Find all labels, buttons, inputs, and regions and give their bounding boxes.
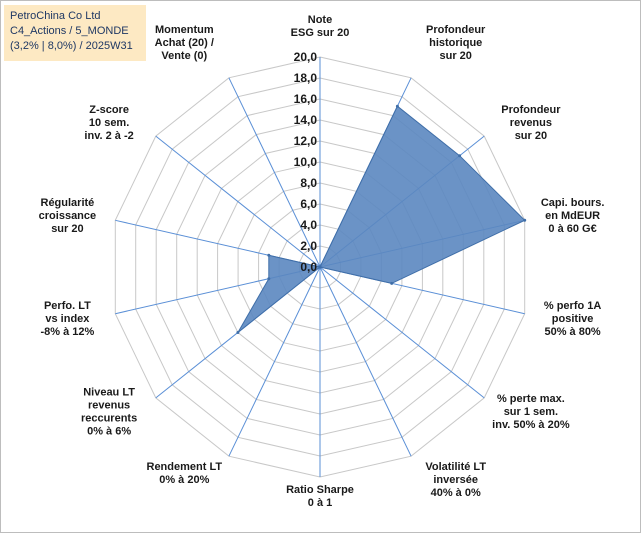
axis-category-line: Profondeur bbox=[501, 104, 561, 116]
axis-category-label: Perfo. LT vs index -8% à 12% bbox=[40, 300, 94, 338]
data-series-area bbox=[237, 105, 526, 333]
data-point bbox=[390, 281, 394, 285]
radial-tick-label: 18,0 bbox=[294, 71, 318, 85]
axis-category-line: sur 20 bbox=[439, 50, 471, 62]
axis-category-label: Momentum Achat (20) / Vente (0) bbox=[155, 24, 214, 62]
axis-category-line: Achat (20) / bbox=[155, 37, 214, 49]
axis-category-line: vs index bbox=[45, 313, 90, 325]
data-point bbox=[395, 104, 399, 108]
axis-category-line: 40% à 0% bbox=[431, 487, 481, 499]
axis-category-line: 0% à 6% bbox=[87, 426, 131, 438]
axis-category-line: historique bbox=[429, 37, 482, 49]
axis-category-line: Capi. bours. bbox=[541, 197, 605, 209]
axis-category-line: positive bbox=[552, 313, 594, 325]
radial-tick-label: 20,0 bbox=[294, 50, 318, 64]
data-point bbox=[318, 265, 322, 269]
radial-tick-label: 6,0 bbox=[300, 197, 317, 211]
info-line-company: PetroChina Co Ltd bbox=[10, 10, 101, 22]
data-point bbox=[267, 253, 271, 257]
axis-category-line: Volatilité LT bbox=[425, 461, 486, 473]
axis-category-line: % perfo 1A bbox=[544, 300, 602, 312]
axis-spoke bbox=[228, 77, 321, 268]
radial-tick-label: 4,0 bbox=[300, 218, 317, 232]
radial-tick-label: 2,0 bbox=[300, 239, 317, 253]
axis-category-line: Note bbox=[308, 14, 332, 26]
axis-category-line: Régularité bbox=[41, 197, 95, 209]
axis-category-line: sur 1 sem. bbox=[504, 406, 558, 418]
axis-category-line: Vente (0) bbox=[161, 50, 207, 62]
axis-category-label: Profondeur revenus sur 20 bbox=[501, 104, 561, 142]
axis-category-label: Niveau LT revenus reccurents 0% à 6% bbox=[81, 387, 137, 438]
axis-category-line: reccurents bbox=[81, 413, 137, 425]
axis-spoke bbox=[319, 266, 485, 399]
radial-tick-label: 14,0 bbox=[294, 113, 318, 127]
axis-category-line: Rendement LT bbox=[147, 461, 223, 473]
axis-category-line: sur 20 bbox=[515, 130, 547, 142]
axis-category-line: inversée bbox=[433, 474, 478, 486]
axis-category-line: sur 20 bbox=[51, 223, 83, 235]
axis-category-line: ESG sur 20 bbox=[291, 27, 350, 39]
axis-spoke bbox=[319, 266, 412, 457]
axis-category-label: Profondeur historique sur 20 bbox=[426, 24, 486, 62]
info-box: PetroChina Co Ltd C4_Actions / 5_MONDE (… bbox=[4, 5, 146, 61]
data-point bbox=[523, 218, 527, 222]
radial-tick-label: 12,0 bbox=[294, 134, 318, 148]
axis-category-line: Ratio Sharpe bbox=[286, 484, 354, 496]
axis-category-line: revenus bbox=[88, 400, 130, 412]
axis-category-line: croissance bbox=[39, 210, 96, 222]
axis-category-label: Capi. bours. en MdEUR 0 à 60 G€ bbox=[541, 197, 605, 235]
axis-category-line: Momentum bbox=[155, 24, 214, 36]
info-line-period: (3,2% | 8,0%) / 2025W31 bbox=[10, 40, 133, 52]
axis-category-label: Ratio Sharpe 0 à 1 bbox=[286, 484, 354, 509]
axis-category-line: Z-score bbox=[89, 104, 129, 116]
radial-tick-label: 10,0 bbox=[294, 155, 318, 169]
axis-category-line: revenus bbox=[510, 117, 552, 129]
axis-category-line: 0 à 1 bbox=[308, 497, 332, 509]
axis-category-label: % perte max. sur 1 sem. inv. 50% à 20% bbox=[492, 393, 570, 431]
axis-spoke bbox=[228, 266, 321, 457]
axis-category-label: Régularité croissance sur 20 bbox=[39, 197, 96, 235]
axis-category-label: Z-score 10 sem. inv. 2 à -2 bbox=[84, 104, 133, 142]
axis-category-line: % perte max. bbox=[497, 393, 565, 405]
data-point bbox=[236, 331, 240, 334]
axis-category-line: Niveau LT bbox=[83, 387, 135, 399]
axis-category-label: % perfo 1A positive 50% à 80% bbox=[544, 300, 602, 338]
axis-category-label: Rendement LT 0% à 20% bbox=[147, 461, 223, 486]
info-line-category: C4_Actions / 5_MONDE bbox=[10, 25, 129, 37]
axis-spoke bbox=[155, 135, 321, 268]
radial-tick-label: 16,0 bbox=[294, 92, 318, 106]
axis-category-label: Volatilité LT inversée 40% à 0% bbox=[425, 461, 486, 499]
axis-category-line: 0% à 20% bbox=[159, 474, 209, 486]
axis-category-line: Profondeur bbox=[426, 24, 486, 36]
axis-category-line: 50% à 80% bbox=[544, 326, 600, 338]
axis-category-line: en MdEUR bbox=[545, 210, 600, 222]
data-point bbox=[267, 277, 271, 281]
axis-category-line: inv. 50% à 20% bbox=[492, 419, 570, 431]
radial-tick-label: 8,0 bbox=[300, 176, 317, 190]
axis-category-line: -8% à 12% bbox=[40, 326, 94, 338]
axis-category-line: 10 sem. bbox=[89, 117, 129, 129]
axis-category-line: Perfo. LT bbox=[44, 300, 91, 312]
axis-category-line: 0 à 60 G€ bbox=[548, 223, 596, 235]
data-point bbox=[458, 154, 462, 158]
axis-category-line: inv. 2 à -2 bbox=[84, 130, 133, 142]
axis-category-label: Note ESG sur 20 bbox=[291, 14, 350, 39]
radial-tick-label: 0,0 bbox=[300, 260, 317, 274]
